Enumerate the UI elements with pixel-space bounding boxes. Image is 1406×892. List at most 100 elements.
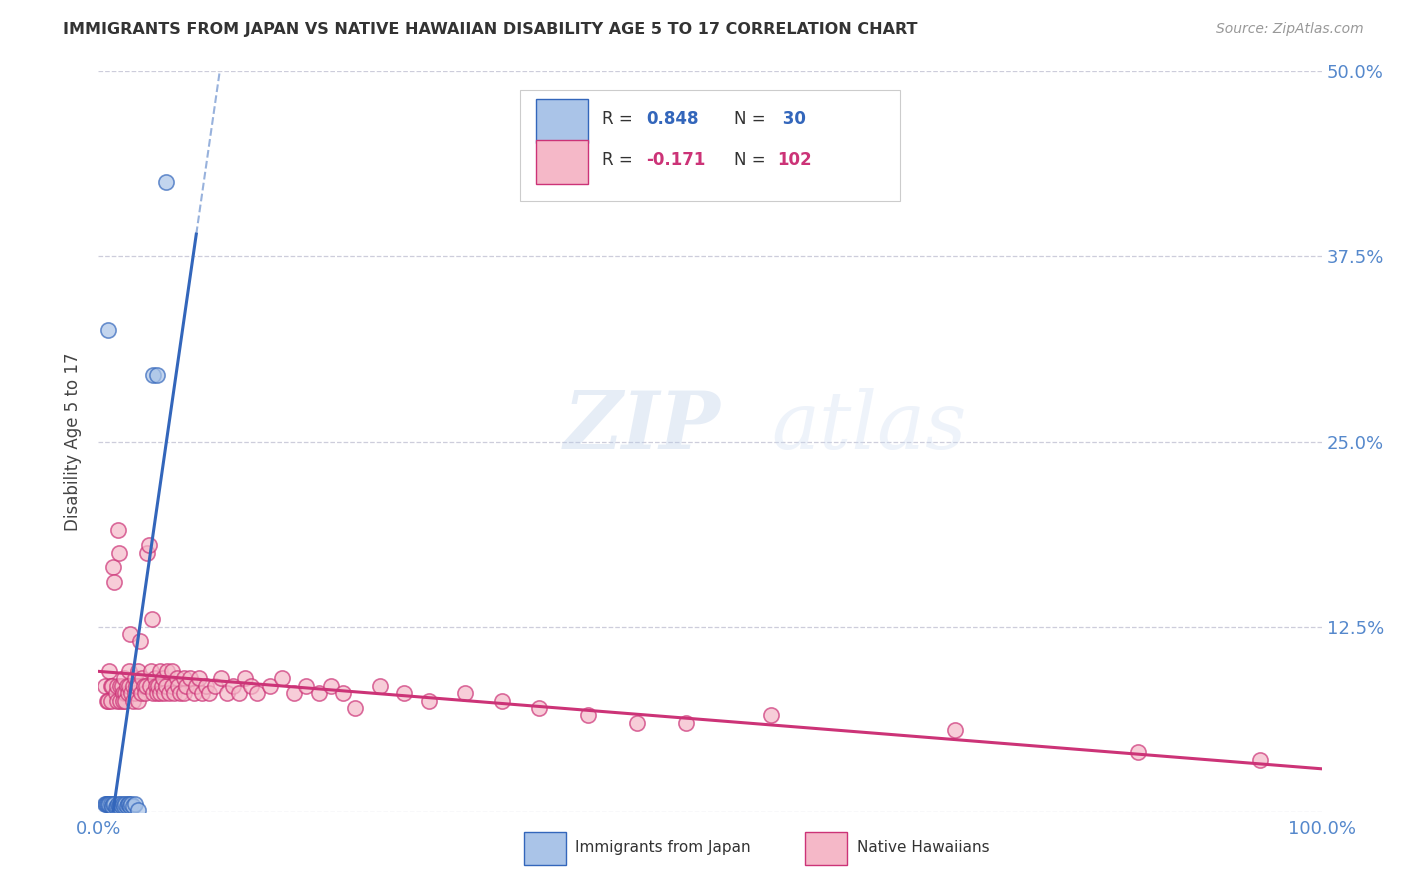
- Point: [111, 798, 134, 813]
- Point: [132, 679, 155, 693]
- Point: [101, 798, 124, 813]
- Point: [111, 694, 134, 708]
- Point: [169, 686, 191, 700]
- Point: [283, 686, 305, 700]
- Point: [332, 686, 354, 700]
- Point: [103, 575, 125, 590]
- Point: [117, 686, 139, 700]
- Point: [129, 686, 152, 700]
- Point: [209, 672, 232, 686]
- Point: [96, 694, 118, 708]
- Point: [127, 694, 149, 708]
- Point: [173, 672, 195, 686]
- Point: [187, 672, 209, 686]
- Point: [215, 686, 238, 700]
- Point: [101, 679, 124, 693]
- Point: [675, 715, 697, 730]
- Point: [418, 694, 440, 708]
- Point: [943, 723, 966, 738]
- Point: [101, 797, 124, 812]
- Point: [129, 634, 152, 648]
- Point: [118, 679, 141, 693]
- Text: atlas: atlas: [772, 388, 966, 466]
- Y-axis label: Disability Age 5 to 17: Disability Age 5 to 17: [65, 352, 83, 531]
- Point: [1128, 746, 1150, 760]
- Point: [153, 686, 176, 700]
- Point: [125, 679, 148, 693]
- Point: [146, 368, 169, 382]
- Point: [1249, 753, 1271, 767]
- Point: [121, 798, 143, 813]
- Point: [114, 797, 136, 812]
- Point: [142, 686, 165, 700]
- Point: [120, 798, 142, 813]
- Point: [761, 708, 783, 723]
- Point: [270, 672, 294, 686]
- Point: [163, 686, 186, 700]
- Point: [146, 686, 169, 700]
- Point: [160, 679, 183, 693]
- Point: [148, 679, 170, 693]
- Point: [176, 679, 198, 693]
- Point: [108, 546, 131, 560]
- Point: [124, 672, 146, 686]
- Point: [134, 686, 156, 700]
- Point: [183, 686, 205, 700]
- Point: [120, 797, 142, 812]
- Point: [240, 679, 263, 693]
- Point: [97, 324, 120, 338]
- Point: [259, 679, 281, 693]
- Point: [105, 694, 128, 708]
- Point: [112, 798, 135, 813]
- Point: [527, 701, 550, 715]
- Text: N =: N =: [734, 152, 772, 169]
- Point: [308, 686, 330, 700]
- Point: [105, 679, 128, 693]
- Point: [155, 679, 177, 693]
- FancyBboxPatch shape: [806, 832, 846, 865]
- Point: [104, 686, 127, 700]
- Point: [97, 694, 120, 708]
- Point: [100, 797, 122, 812]
- Point: [101, 560, 124, 574]
- Point: [115, 679, 138, 693]
- Point: [110, 694, 132, 708]
- Text: 30: 30: [778, 111, 806, 128]
- Point: [117, 797, 139, 812]
- FancyBboxPatch shape: [536, 140, 588, 184]
- Point: [166, 672, 188, 686]
- Text: 102: 102: [778, 152, 811, 169]
- Point: [143, 672, 166, 686]
- Point: [98, 797, 121, 812]
- Text: IMMIGRANTS FROM JAPAN VS NATIVE HAWAIIAN DISABILITY AGE 5 TO 17 CORRELATION CHAR: IMMIGRANTS FROM JAPAN VS NATIVE HAWAIIAN…: [63, 22, 918, 37]
- Text: Native Hawaiians: Native Hawaiians: [856, 840, 990, 855]
- Point: [103, 797, 125, 812]
- Point: [120, 686, 142, 700]
- Point: [107, 797, 129, 812]
- Point: [94, 797, 117, 812]
- Point: [127, 664, 149, 678]
- Point: [97, 797, 120, 812]
- Point: [295, 679, 318, 693]
- Point: [204, 679, 226, 693]
- Point: [112, 672, 135, 686]
- Point: [111, 679, 134, 693]
- Point: [110, 679, 132, 693]
- Point: [233, 672, 256, 686]
- Point: [120, 627, 142, 641]
- Point: [368, 679, 391, 693]
- Point: [128, 679, 150, 693]
- Text: Immigrants from Japan: Immigrants from Japan: [575, 840, 751, 855]
- Point: [191, 686, 214, 700]
- Point: [105, 798, 128, 813]
- Point: [228, 686, 250, 700]
- Text: R =: R =: [602, 111, 638, 128]
- Point: [124, 686, 146, 700]
- Point: [149, 686, 172, 700]
- FancyBboxPatch shape: [520, 90, 900, 201]
- Point: [246, 686, 269, 700]
- Point: [160, 664, 183, 678]
- Text: 0.848: 0.848: [647, 111, 699, 128]
- Point: [98, 664, 121, 678]
- Point: [157, 686, 180, 700]
